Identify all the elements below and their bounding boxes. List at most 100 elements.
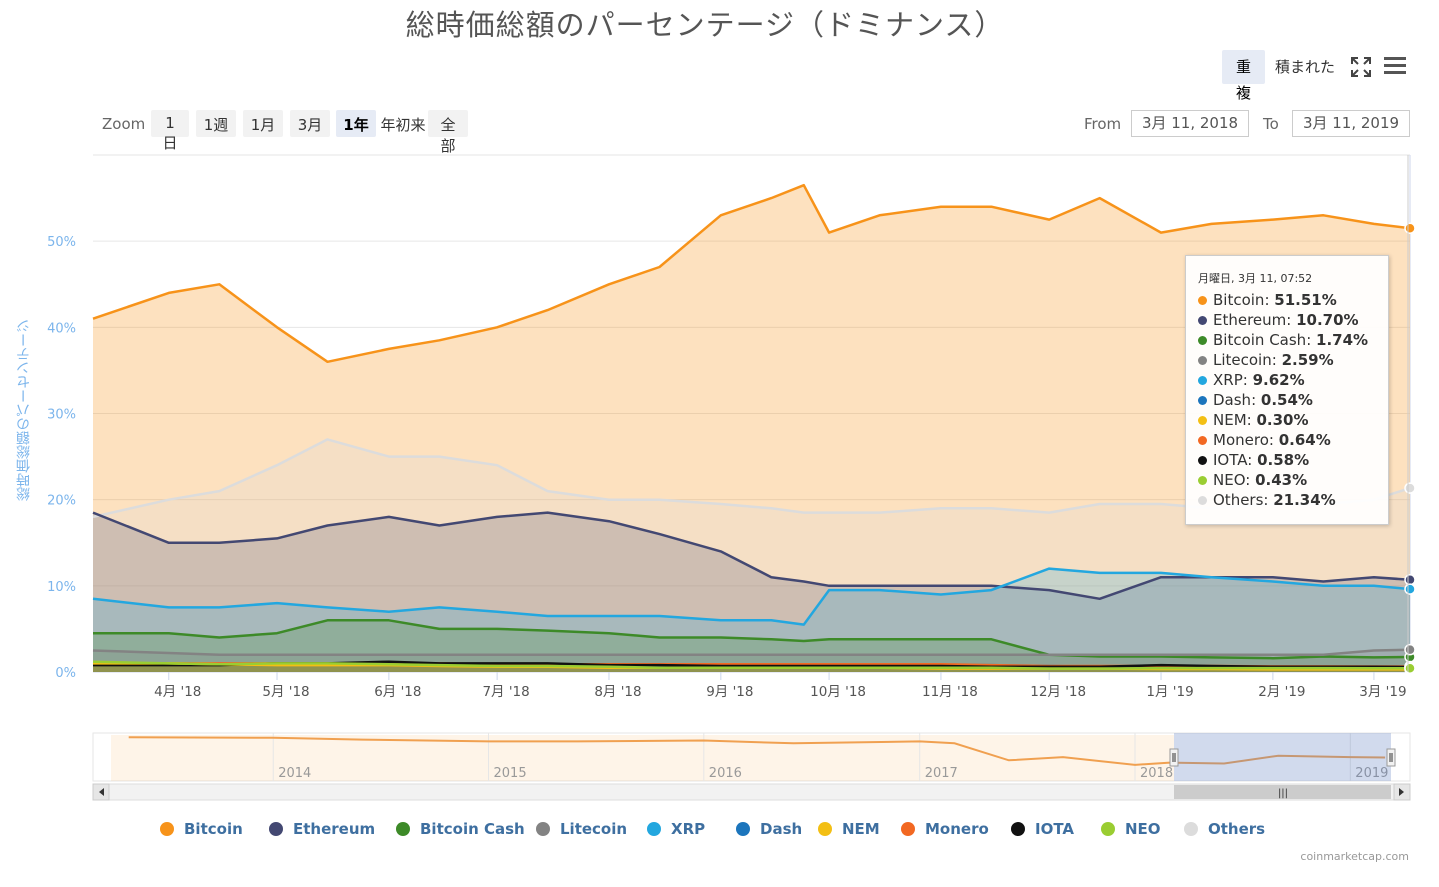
y-axis-ticks: 0% 10% 20% 30% 40% 50% [47, 235, 76, 681]
tooltip-series-name: XRP: [1213, 371, 1253, 389]
tooltip-series-value: 0.30% [1256, 411, 1309, 429]
scrollbar-right-arrow-icon[interactable] [1393, 783, 1411, 801]
navigator-scrollbar[interactable]: ||| [92, 783, 1411, 801]
legend-item-xrp[interactable]: XRP [647, 820, 705, 838]
legend-color-dot [818, 822, 832, 836]
x-tick-label: 8月 '18 [594, 684, 641, 700]
tooltip-row-xrp: XRP: 9.62% [1198, 370, 1376, 390]
dominance-area-chart[interactable]: 0% 10% 20% 30% 40% 50% 4月 '18 5月 '18 6月 '18 7月 '… [0, 0, 1439, 720]
legend-color-dot [1011, 822, 1025, 836]
y-tick-label: 30% [47, 408, 76, 423]
legend-item-monero[interactable]: Monero [901, 820, 989, 838]
zoom-3m-button[interactable]: 3月 [290, 110, 330, 137]
legend-color-dot [736, 822, 750, 836]
series-color-dot [1198, 476, 1207, 485]
legend-item-neo[interactable]: NEO [1101, 820, 1161, 838]
series-color-dot [1198, 456, 1207, 465]
zoom-1d-button[interactable]: 1日 [151, 110, 189, 152]
y-tick-label: 50% [47, 235, 76, 250]
tooltip-series-name: NEM: [1213, 411, 1257, 429]
tooltip-series-value: 1.74% [1316, 331, 1369, 349]
legend-item-nem[interactable]: NEM [818, 820, 880, 838]
navigator[interactable]: 2014 2015 2016 2017 2018 2019 ||| [0, 725, 1439, 815]
tooltip-row-monero: Monero: 0.64% [1198, 430, 1376, 450]
legend-item-bitcoin-cash[interactable]: Bitcoin Cash [396, 820, 525, 838]
litecoin-end-marker [1404, 643, 1416, 656]
tooltip: 月曜日, 3月 11, 07:52 Bitcoin: 51.51% Ethereu… [1185, 255, 1389, 525]
series-color-dot [1198, 376, 1207, 385]
stacked-view-button[interactable]: 積まれた [1275, 58, 1336, 76]
tooltip-row-dash: Dash: 0.54% [1198, 390, 1376, 410]
navigator-selected-range[interactable] [1174, 733, 1391, 781]
navigator-year-label: 2016 [709, 766, 742, 781]
tooltip-series-name: Monero: [1213, 431, 1279, 449]
overlap-view-button[interactable]: 重複 [1222, 50, 1265, 102]
legend-item-dash[interactable]: Dash [736, 820, 802, 838]
legend-label: NEM [842, 820, 880, 838]
legend-item-iota[interactable]: IOTA [1011, 820, 1074, 838]
navigator-series [128, 736, 1386, 766]
legend-color-dot [536, 822, 550, 836]
x-tick-label: 2月 '19 [1258, 684, 1305, 700]
tooltip-series-value: 9.62% [1252, 371, 1305, 389]
series-color-dot [1198, 336, 1207, 345]
series-color-dot [1198, 316, 1207, 325]
legend-color-dot [1184, 822, 1198, 836]
bitcoin-line [92, 183, 1411, 364]
tooltip-row-others: Others: 21.34% [1198, 490, 1376, 510]
y-tick-label: 10% [47, 580, 76, 595]
tooltip-rows: Bitcoin: 51.51% Ethereum: 10.70% Bitcoin C… [1198, 290, 1376, 510]
chart-title: 総時価総額のパーセンテージ（ドミナンス） [405, 8, 1005, 42]
zoom-all-button[interactable]: 全部 [428, 110, 468, 155]
others-end-marker [1404, 482, 1416, 494]
legend-item-bitcoin[interactable]: Bitcoin [160, 820, 243, 838]
y-tick-label: 40% [47, 321, 76, 336]
zoom-1y-button[interactable]: 1年 [336, 110, 376, 137]
legend-color-dot [1101, 822, 1115, 836]
zoom-1w-button[interactable]: 1週 [196, 110, 236, 137]
xrp-end-marker [1404, 583, 1416, 595]
y-tick-label: 20% [47, 494, 76, 509]
tooltip-header: 月曜日, 3月 11, 07:52 [1198, 272, 1313, 285]
series-color-dot [1198, 356, 1207, 365]
scrollbar-left-arrow-icon[interactable] [92, 783, 110, 801]
zoom-ytd-button[interactable]: 年初来 [380, 116, 426, 134]
legend-item-ethereum[interactable]: Ethereum [269, 820, 375, 838]
tooltip-row-iota: IOTA: 0.58% [1198, 450, 1376, 470]
legend-label: Others [1208, 820, 1266, 838]
navigator-history-fill [111, 735, 1174, 781]
tooltip-row-litecoin: Litecoin: 2.59% [1198, 350, 1376, 370]
tooltip-series-name: Bitcoin: [1213, 291, 1275, 309]
navigator-year-label: 2014 [278, 766, 311, 781]
navigator-left-handle[interactable] [1169, 748, 1179, 767]
tooltip-series-name: Others: [1213, 491, 1274, 509]
tooltip-row-neo: NEO: 0.43% [1198, 470, 1376, 490]
legend-item-litecoin[interactable]: Litecoin [536, 820, 627, 838]
zoom-label: Zoom [102, 115, 146, 133]
series-color-dot [1198, 496, 1207, 505]
legend-item-others[interactable]: Others [1184, 820, 1265, 838]
tooltip-series-name: Dash: [1213, 391, 1261, 409]
ethereum-area [93, 512, 1410, 672]
to-date-input[interactable]: 3月 11, 2019 [1292, 110, 1410, 137]
fullscreen-icon-graphic [1351, 57, 1371, 77]
navigator-year-label: 2015 [494, 766, 527, 781]
fullscreen-icon[interactable] [1350, 56, 1372, 78]
navigator-background [92, 732, 1411, 782]
legend-label: Dash [760, 820, 803, 838]
ethereum-end-marker [1404, 574, 1416, 586]
tooltip-row-bitcoin-cash: Bitcoin Cash: 1.74% [1198, 330, 1376, 350]
bitcoin-area [93, 185, 1410, 672]
legend-color-dot [269, 822, 283, 836]
from-date-input[interactable]: 3月 11, 2018 [1131, 110, 1249, 137]
svg-text:|||: ||| [1278, 788, 1288, 799]
tooltip-series-name: IOTA: [1213, 451, 1258, 469]
zoom-1m-button[interactable]: 1月 [243, 110, 283, 137]
credit-link[interactable]: coinmarketcap.com [1300, 850, 1409, 863]
tooltip-series-value: 0.58% [1257, 451, 1310, 469]
series-color-dot [1198, 396, 1207, 405]
navigator-right-handle[interactable] [1386, 748, 1396, 767]
hamburger-menu-icon[interactable] [1383, 55, 1407, 77]
x-tick-label: 12月 '18 [1030, 684, 1086, 700]
legend-label: Bitcoin [184, 820, 243, 838]
